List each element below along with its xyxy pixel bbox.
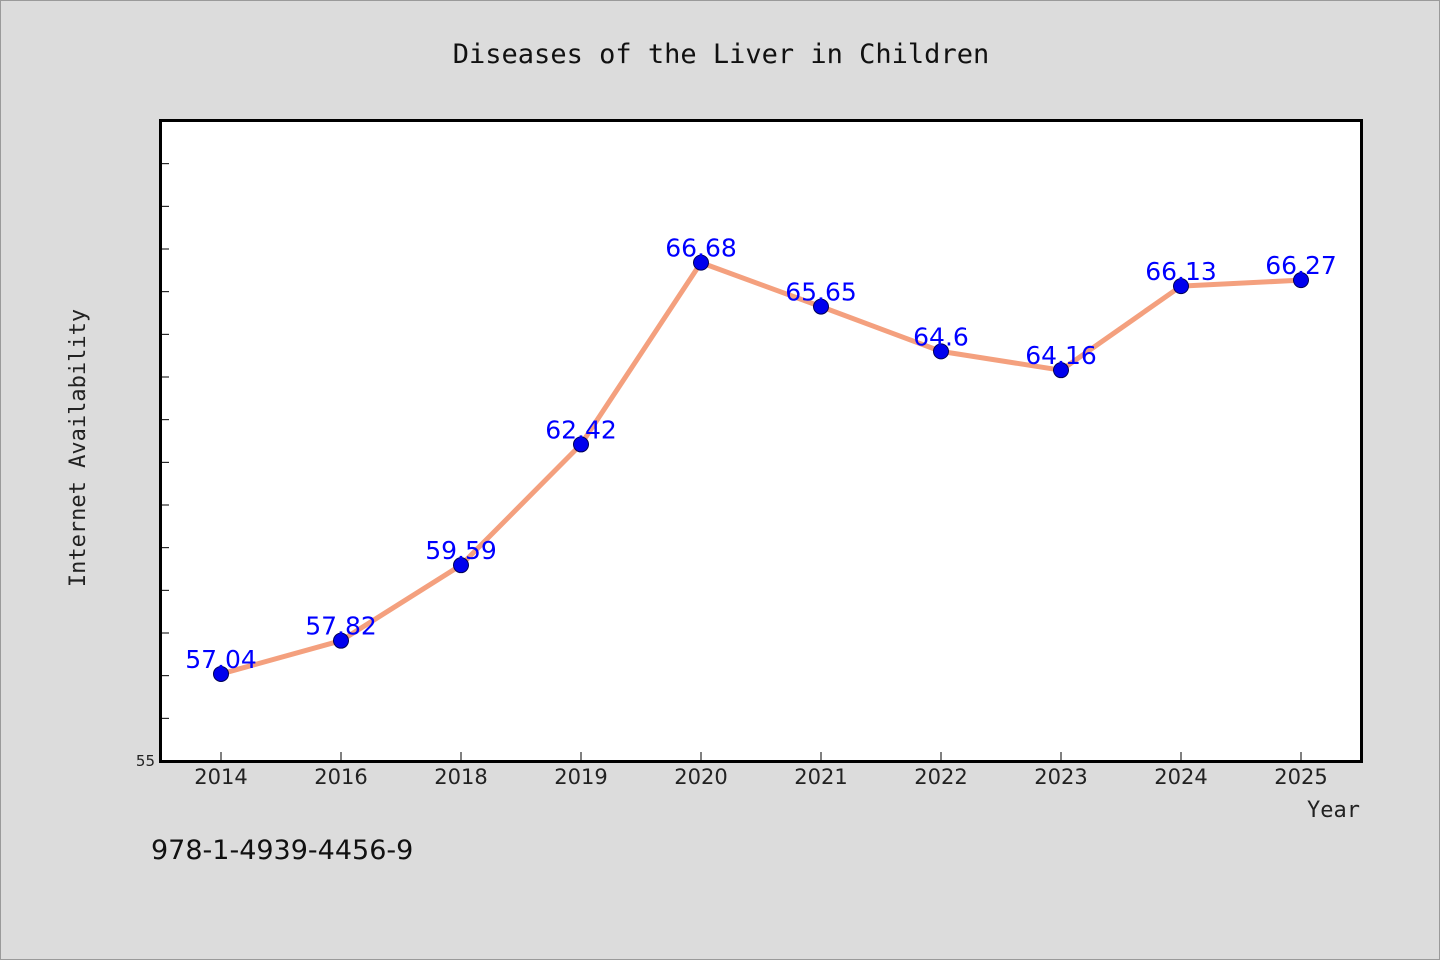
y-axis-title: Internet Availability xyxy=(66,309,91,587)
data-point xyxy=(1293,272,1309,289)
data-label: 57.82 xyxy=(305,612,377,641)
series-line xyxy=(218,260,1304,677)
data-label: 66.13 xyxy=(1145,257,1217,286)
y-axis-ticks: 55 xyxy=(136,163,169,770)
x-tick-label: 2014 xyxy=(194,765,247,789)
data-label: 66.68 xyxy=(665,234,737,263)
data-point xyxy=(933,343,949,360)
data-point xyxy=(693,254,709,271)
isbn-label: 978-1-4939-4456-9 xyxy=(151,835,414,866)
x-axis-title: Year xyxy=(1307,798,1360,823)
data-point xyxy=(1173,278,1189,295)
data-point xyxy=(573,436,589,453)
x-tick-label: 2018 xyxy=(434,765,487,789)
x-tick-label: 2023 xyxy=(1034,765,1087,789)
data-label: 59.59 xyxy=(425,536,497,565)
x-tick-label: 2025 xyxy=(1274,765,1327,789)
data-point xyxy=(813,298,829,315)
x-tick-label: 2016 xyxy=(314,765,367,789)
data-point xyxy=(453,557,469,574)
series-layer xyxy=(213,254,1309,682)
chart-title: Diseases of the Liver in Children xyxy=(453,39,989,70)
x-tick-label: 2021 xyxy=(794,765,847,789)
plot-area xyxy=(159,119,1363,763)
data-point xyxy=(1053,362,1069,379)
data-point xyxy=(213,665,229,682)
x-tick-label: 2020 xyxy=(674,765,727,789)
data-label: 57.04 xyxy=(185,645,257,674)
x-tick-label: 2019 xyxy=(554,765,607,789)
x-tick-label: 2024 xyxy=(1154,765,1207,789)
data-labels-layer: 57.04 57.82 59.59 62.42 66.68 65.65 64.6 64.16 6… xyxy=(185,234,1337,674)
data-label: 62.42 xyxy=(545,415,617,444)
data-label: 64.6 xyxy=(913,322,969,351)
x-tick-label: 2022 xyxy=(914,765,967,789)
x-axis-ticks: 2014 2016 2018 2019 2020 2021 2022 2023 2024 2025 xyxy=(194,752,1328,789)
data-label: 65.65 xyxy=(785,278,857,307)
data-point xyxy=(333,632,349,649)
y-tick-label: 55 xyxy=(136,752,155,770)
data-label: 64.16 xyxy=(1025,341,1097,370)
data-label: 66.27 xyxy=(1265,251,1337,280)
